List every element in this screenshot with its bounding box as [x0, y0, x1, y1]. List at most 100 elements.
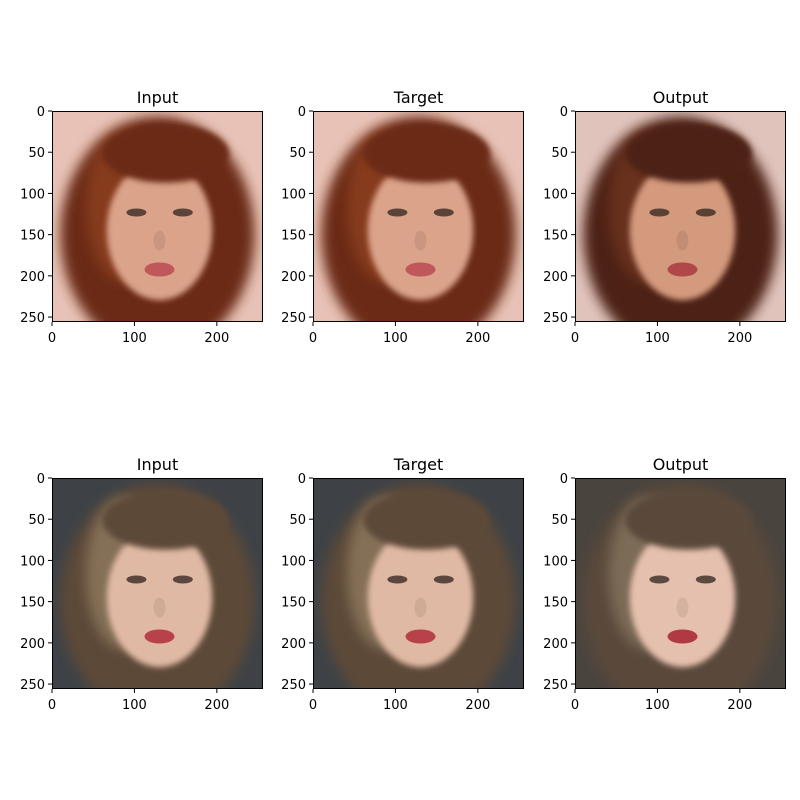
lips — [405, 629, 436, 644]
hair-bangs — [625, 490, 752, 550]
face-image — [52, 111, 263, 322]
y-tick-label: 150 — [281, 596, 306, 611]
lips — [667, 629, 698, 644]
y-tick-label: 100 — [281, 187, 306, 202]
nose — [153, 230, 166, 251]
y-tick-label: 200 — [281, 637, 306, 652]
x-tick-label: 100 — [122, 331, 147, 346]
y-tick-label: 100 — [543, 554, 568, 569]
y-tick-label: 0 — [560, 472, 568, 487]
x-tick-label: 200 — [465, 698, 490, 713]
face-image — [313, 478, 524, 689]
face — [367, 527, 474, 668]
face — [106, 160, 213, 301]
panel-output: Output 0 100 200 0 50 100 150 200 250 — [543, 455, 786, 713]
y-tick-label: 0 — [298, 472, 306, 487]
x-tick-label: 100 — [383, 331, 408, 346]
hair-bangs — [102, 490, 229, 550]
face-image — [52, 478, 263, 689]
right-eye — [172, 208, 193, 217]
axes-frame — [575, 478, 786, 689]
panel-input: Input 0 100 200 0 50 100 150 200 250 — [20, 88, 263, 346]
x-tick-label: 0 — [571, 698, 579, 713]
x-tick-label: 200 — [204, 698, 229, 713]
y-tick-label: 250 — [281, 311, 306, 326]
right-eye — [433, 208, 454, 217]
face-image — [575, 478, 786, 689]
y-tick-label: 150 — [543, 596, 568, 611]
lips — [667, 262, 698, 277]
x-tick-label: 100 — [122, 698, 147, 713]
left-eye — [126, 575, 147, 584]
nose — [676, 230, 689, 251]
y-tick-label: 250 — [281, 678, 306, 693]
x-tick-label: 100 — [645, 331, 670, 346]
y-tick-label: 0 — [560, 105, 568, 120]
y-tick-label: 50 — [289, 146, 306, 161]
hair-bangs — [363, 123, 490, 183]
y-tick-label: 100 — [281, 554, 306, 569]
nose — [414, 597, 427, 618]
y-tick-label: 100 — [20, 187, 45, 202]
left-eye — [126, 208, 147, 217]
y-tick-label: 50 — [28, 146, 45, 161]
left-eye — [387, 575, 408, 584]
left-eye — [387, 208, 408, 217]
y-tick-label: 250 — [543, 678, 568, 693]
x-tick-label: 200 — [204, 331, 229, 346]
hair-bangs — [625, 123, 752, 183]
y-tick-label: 250 — [20, 678, 45, 693]
x-tick-label: 0 — [48, 331, 56, 346]
x-tick-label: 0 — [571, 331, 579, 346]
y-tick-label: 100 — [543, 187, 568, 202]
y-tick-label: 0 — [37, 472, 45, 487]
panel-title: Target — [393, 88, 444, 107]
face — [629, 527, 736, 668]
axes-frame — [52, 111, 263, 322]
left-eye — [649, 208, 670, 217]
face-image — [313, 111, 524, 322]
right-eye — [695, 208, 716, 217]
y-tick-label: 150 — [543, 229, 568, 244]
face — [367, 160, 474, 301]
y-tick-label: 200 — [543, 270, 568, 285]
panel-target: Target 0 100 200 0 50 100 150 200 250 — [281, 88, 524, 346]
panel-title: Output — [653, 88, 709, 107]
y-tick-label: 150 — [20, 229, 45, 244]
panel-target: Target 0 100 200 0 50 100 150 200 250 — [281, 455, 524, 713]
x-tick-label: 200 — [727, 698, 752, 713]
y-tick-label: 200 — [20, 270, 45, 285]
right-eye — [433, 575, 454, 584]
right-eye — [172, 575, 193, 584]
y-tick-label: 100 — [20, 554, 45, 569]
right-eye — [695, 575, 716, 584]
y-tick-label: 50 — [551, 513, 568, 528]
face-image — [575, 111, 786, 322]
hair-bangs — [363, 490, 490, 550]
x-tick-label: 0 — [309, 331, 317, 346]
x-tick-label: 0 — [48, 698, 56, 713]
panel-title: Input — [137, 455, 178, 474]
x-tick-label: 100 — [645, 698, 670, 713]
y-tick-label: 150 — [20, 596, 45, 611]
y-tick-label: 50 — [28, 513, 45, 528]
nose — [153, 597, 166, 618]
left-eye — [649, 575, 670, 584]
y-tick-label: 200 — [281, 270, 306, 285]
y-tick-label: 50 — [289, 513, 306, 528]
nose — [676, 597, 689, 618]
face — [629, 160, 736, 301]
y-tick-label: 200 — [543, 637, 568, 652]
panel-title: Input — [137, 88, 178, 107]
lips — [405, 262, 436, 277]
panel-title: Output — [653, 455, 709, 474]
face — [106, 527, 213, 668]
y-tick-label: 250 — [543, 311, 568, 326]
axes-frame — [575, 111, 786, 322]
panel-title: Target — [393, 455, 444, 474]
y-tick-label: 200 — [20, 637, 45, 652]
x-tick-label: 100 — [383, 698, 408, 713]
y-tick-label: 0 — [298, 105, 306, 120]
y-tick-label: 250 — [20, 311, 45, 326]
